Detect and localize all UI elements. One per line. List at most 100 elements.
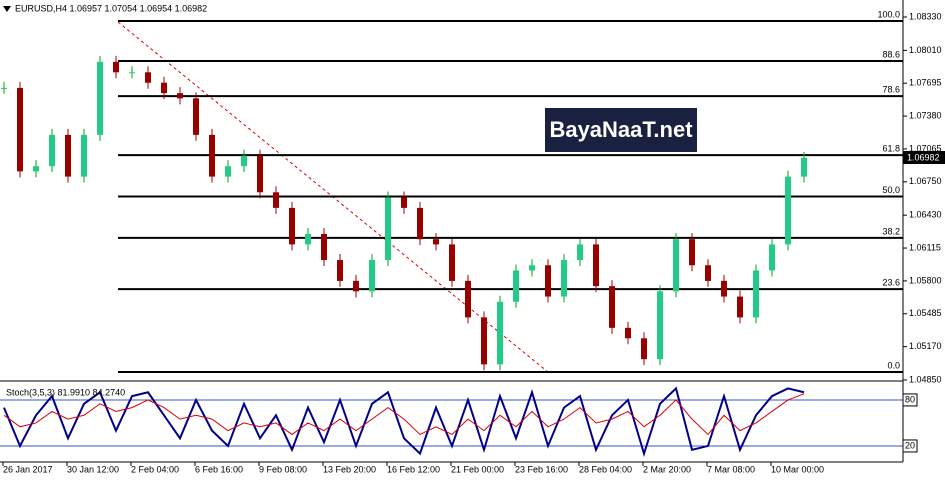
stoch-level-label: 20 — [905, 440, 915, 450]
candle — [257, 155, 263, 193]
candle — [81, 134, 87, 177]
candle — [801, 157, 807, 177]
fib-label: 38.2 — [882, 226, 900, 236]
fib-label: 50.0 — [882, 185, 900, 195]
price-tick-label: 1.06750 — [909, 176, 942, 186]
candle — [241, 155, 247, 167]
fib-label: 23.6 — [882, 278, 900, 288]
time-label: 28 Feb 04:00 — [579, 464, 632, 474]
candle — [209, 134, 215, 177]
time-label: 7 Mar 08:00 — [707, 464, 755, 474]
price-tick-label: 1.07065 — [909, 143, 942, 153]
price-tag — [903, 151, 945, 164]
fib-label: 78.6 — [882, 84, 900, 94]
time-label: 2 Feb 04:00 — [131, 464, 179, 474]
candle — [785, 176, 791, 245]
watermark: BayaNaaT.net — [545, 108, 697, 152]
candle — [753, 270, 759, 318]
candle — [705, 265, 711, 281]
fib-label: 61.8 — [882, 143, 900, 153]
time-label: 13 Feb 20:00 — [323, 464, 376, 474]
candle — [17, 87, 23, 172]
candle — [593, 244, 599, 287]
candle — [737, 296, 743, 318]
time-label: 26 Jan 2017 — [3, 464, 53, 474]
fib-label: 100.0 — [877, 9, 900, 19]
stoch-signal — [3, 393, 805, 436]
stoch-level-box — [902, 393, 918, 407]
price-tick-label: 1.08330 — [909, 11, 942, 21]
price-tick-label: 1.07695 — [909, 78, 942, 88]
candle — [673, 239, 679, 292]
price-tick-label: 1.06430 — [909, 210, 942, 220]
watermark-box — [545, 108, 697, 152]
candle — [529, 265, 535, 271]
candle — [401, 197, 407, 208]
candle — [161, 82, 167, 94]
price-tick-label: 1.08010 — [909, 45, 942, 55]
current-price: 1.06982 — [907, 152, 940, 162]
stoch-main — [3, 386, 805, 458]
candle — [481, 317, 487, 365]
candle — [49, 134, 55, 167]
candle — [721, 280, 727, 297]
stoch-header: Stoch(3,5,3) 81.9910 84.2740 — [6, 387, 125, 397]
candle — [129, 72, 135, 74]
candle — [625, 327, 631, 339]
stoch-level-box — [902, 439, 918, 453]
candle — [193, 98, 199, 135]
candle — [497, 301, 503, 365]
candle — [33, 166, 39, 172]
time-label: 16 Feb 12:00 — [387, 464, 440, 474]
price-tick-label: 1.05485 — [909, 308, 942, 318]
candle — [465, 280, 471, 318]
fib-label: 0.0 — [887, 360, 900, 370]
candle — [561, 260, 567, 297]
time-label: 21 Feb 00:00 — [451, 464, 504, 474]
candle — [609, 286, 615, 328]
candle — [273, 192, 279, 208]
candle — [657, 291, 663, 360]
price-tick-label: 1.05800 — [909, 275, 942, 285]
price-tick-label: 1.05170 — [909, 341, 942, 351]
price-tick-label: 1.06115 — [909, 242, 941, 252]
candle — [385, 197, 391, 261]
candle — [641, 338, 647, 360]
candle — [177, 93, 183, 99]
time-label: 30 Jan 12:00 — [67, 464, 119, 474]
candle — [65, 134, 71, 177]
price-tick-label: 1.04850 — [909, 374, 942, 384]
time-label: 2 Mar 20:00 — [643, 464, 691, 474]
price-tick-label: 1.07380 — [909, 110, 942, 120]
time-label: 10 Mar 00:00 — [771, 464, 824, 474]
candle — [513, 270, 519, 302]
time-label: 9 Feb 08:00 — [259, 464, 307, 474]
stoch-level-label: 80 — [905, 394, 915, 404]
candle — [353, 280, 359, 292]
candle — [225, 166, 231, 177]
time-label: 23 Feb 16:00 — [515, 464, 568, 474]
candle — [433, 239, 439, 245]
candle — [145, 72, 151, 83]
candle — [305, 233, 311, 245]
time-label: 6 Feb 16:00 — [195, 464, 243, 474]
symbol-header: EURUSD,H4 1.06957 1.07054 1.06954 1.0698… — [15, 3, 207, 13]
candle — [1, 87, 7, 89]
candle — [449, 244, 455, 281]
fib-label: 88.6 — [882, 49, 900, 59]
candle — [97, 61, 103, 135]
candle — [289, 207, 295, 245]
candle — [769, 244, 775, 271]
candle — [577, 244, 583, 261]
candle — [545, 265, 551, 297]
candle — [417, 207, 423, 240]
candle — [369, 260, 375, 292]
watermark-text: BayaNaaT.net — [549, 117, 693, 142]
candle — [689, 239, 695, 266]
candle — [321, 233, 327, 261]
candle — [113, 61, 119, 73]
menu-arrow[interactable] — [3, 6, 11, 12]
candle — [337, 260, 343, 281]
